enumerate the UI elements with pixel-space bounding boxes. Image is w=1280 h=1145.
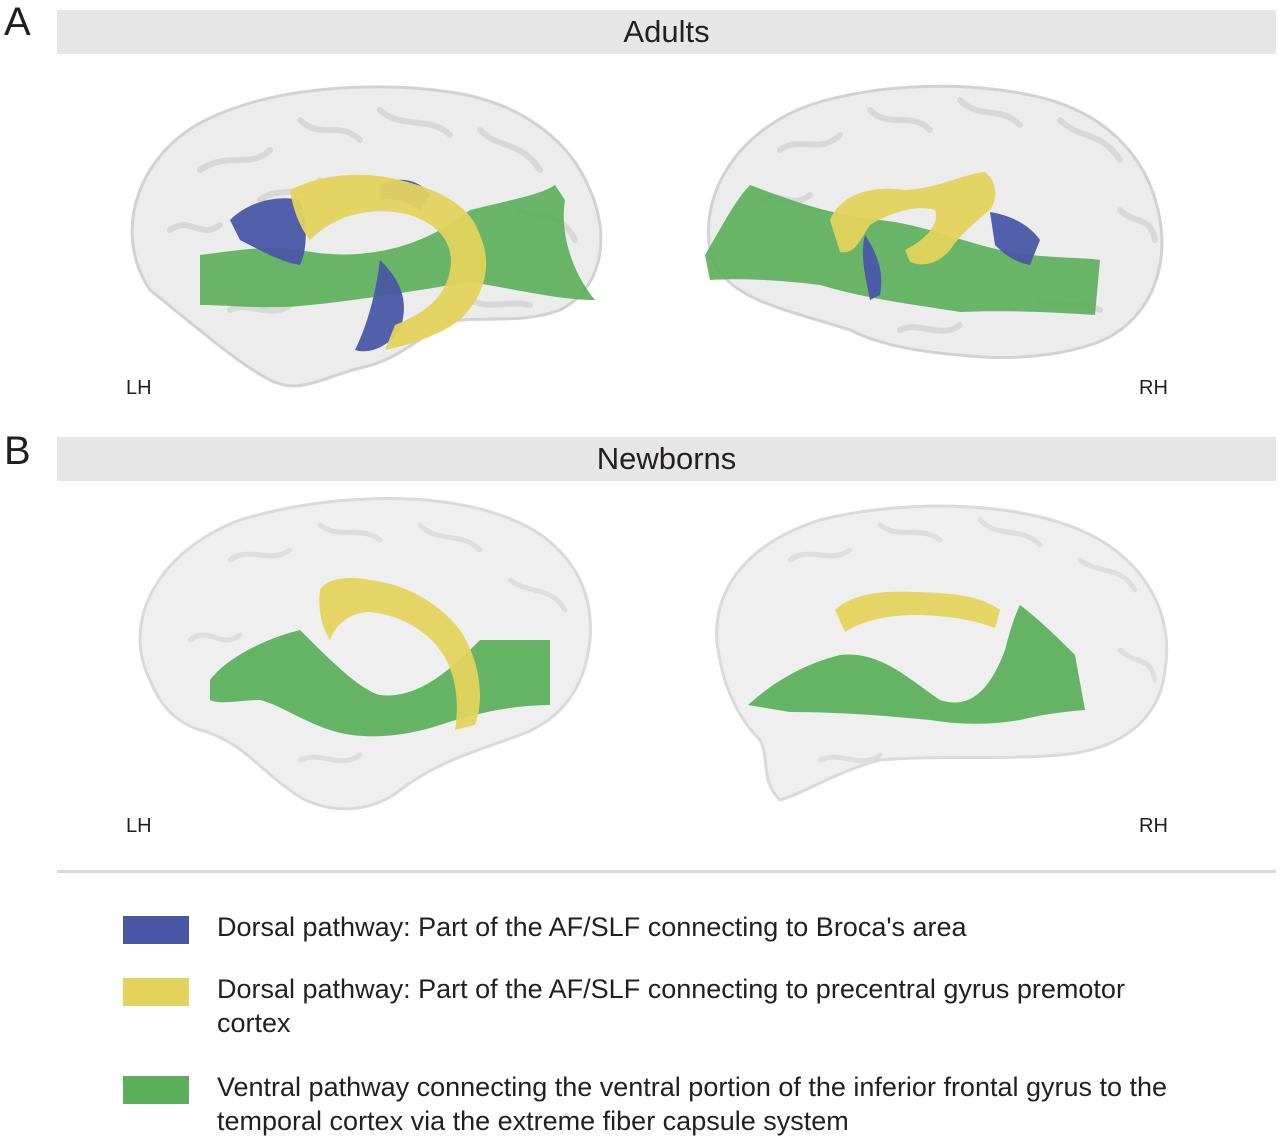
panel-title-adults: Adults [623, 14, 710, 49]
adult-lh-yellow-tract [290, 174, 487, 350]
newborn-left-hemisphere [138, 497, 592, 811]
adult-rh-blue-tract [862, 212, 1040, 300]
newborn-right-hemisphere [715, 504, 1169, 802]
newborn-rh-label: RH [1139, 815, 1168, 837]
adult-rh-yellow-tract [830, 172, 996, 265]
legend-text-blue: Dorsal pathway: Part of the AF/SLF conne… [217, 912, 967, 942]
panel-header-newborns: Newborns [57, 437, 1276, 481]
adult-right-hemisphere [705, 84, 1164, 360]
newborn-lh-brain-outline [138, 497, 592, 811]
legend-text-yellow: Dorsal pathway: Part of the AF/SLF conne… [217, 974, 1125, 1038]
legend-swatch-green [123, 1076, 189, 1104]
panel-letter-a: A [4, 0, 31, 44]
legend-text-green: Ventral pathway connecting the ventral p… [217, 1072, 1168, 1136]
panel-title-newborns: Newborns [596, 441, 737, 476]
newborn-lh-label: LH [126, 815, 152, 837]
adult-rh-ventral-tract [705, 185, 1100, 315]
legend-divider [57, 870, 1276, 873]
newborn-rh-yellow-tract [835, 591, 1000, 632]
adult-left-hemisphere [130, 85, 603, 388]
legend-swatch-blue [123, 916, 189, 944]
newborn-lh-yellow-tract [319, 578, 480, 730]
panel-letter-b: B [4, 429, 31, 473]
newborn-rh-ventral-tract [748, 605, 1085, 724]
adult-lh-blue-tract [230, 179, 430, 352]
adult-lh-ventral-tract [200, 185, 595, 308]
panel-header-adults: Adults [57, 10, 1276, 54]
adult-brains-illustration [130, 84, 1164, 388]
newborn-rh-gyri [787, 517, 1158, 764]
adult-lh-label: LH [126, 377, 152, 399]
newborn-brains-illustration [138, 497, 1169, 811]
newborn-lh-gyri [187, 522, 568, 764]
adult-rh-label: RH [1139, 377, 1168, 399]
legend-swatch-yellow [123, 978, 189, 1006]
newborn-rh-brain-outline [715, 504, 1169, 802]
